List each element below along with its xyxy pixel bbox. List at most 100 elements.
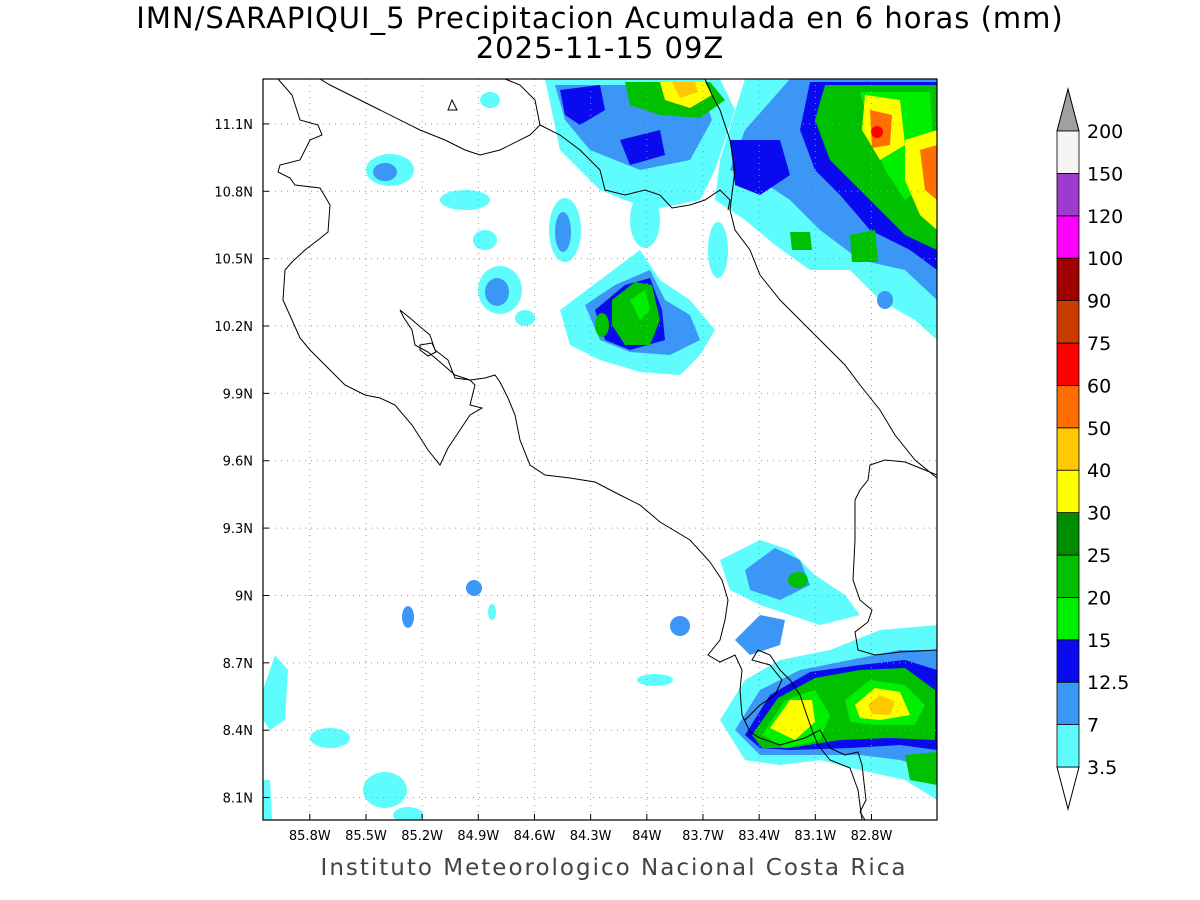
lon-tick-label: 83.4W (738, 829, 780, 844)
footer-credit: Instituto Meteorologico Nacional Costa R… (320, 855, 908, 881)
rain-area (555, 212, 571, 252)
legend-label: 75 (1087, 333, 1111, 355)
lon-tick-label: 85.8W (289, 829, 331, 844)
lat-tick-label: 9.9N (223, 387, 253, 402)
rain-area (393, 807, 423, 820)
legend-label: 200 (1087, 121, 1123, 143)
legend-label: 150 (1087, 163, 1123, 185)
legend-label: 3.5 (1087, 757, 1117, 779)
lat-tick-label: 11.1N (214, 118, 253, 133)
border-panama (744, 649, 863, 820)
rain-area (672, 82, 698, 98)
legend-label: 12.5 (1087, 672, 1129, 694)
legend-swatch (1056, 300, 1080, 344)
legend-swatch (1056, 384, 1080, 429)
legend-swatch (1056, 554, 1080, 598)
rain-area (850, 230, 878, 262)
rain-area (515, 310, 535, 326)
legend-under-arrow (1056, 766, 1080, 811)
legend-swatch (1056, 681, 1080, 726)
rain-area (373, 163, 397, 181)
lon-tick-label: 83.1W (794, 829, 836, 844)
lat-tick-label: 10.5N (214, 253, 253, 268)
legend-label: 60 (1087, 375, 1111, 397)
color-legend: 3.5 7 12.5 15 20 25 30 40 50 60 75 90 100 120 150 200 (1056, 87, 1129, 811)
coastline-pacific-north (277, 79, 867, 820)
latitude-labels: 11.1N 10.8N 10.5N 10.2N 9.9N 9.6N 9.3N 9N 8.7N 8.… (214, 118, 253, 807)
rain-area (612, 282, 660, 345)
map-title: IMN/SARAPIQUI_5 Precipitacion Acumulada … (136, 1, 1064, 35)
rain-area (630, 192, 660, 248)
legend-label: 25 (1087, 545, 1111, 567)
lat-tick-label: 8.4N (223, 724, 253, 739)
lat-tick-label: 8.1N (223, 792, 253, 807)
rain-area (877, 291, 893, 309)
legend-swatch (1056, 172, 1080, 217)
lat-tick-label: 8.7N (223, 657, 253, 672)
rain-area (488, 604, 496, 620)
lon-tick-label: 84.3W (570, 829, 612, 844)
lat-tick-label: 9.3N (223, 522, 253, 537)
rain-area (790, 232, 812, 250)
coastline-caribbean (704, 79, 937, 479)
legend-swatch (1056, 427, 1080, 471)
legend-swatch (1056, 342, 1080, 386)
rain-area (480, 92, 500, 108)
lon-tick-label: 84W (632, 829, 662, 844)
legend-swatch (1056, 469, 1080, 514)
map-date: 2025-11-15 09Z (475, 31, 725, 65)
coastlines (277, 79, 937, 820)
map-grid (263, 79, 937, 820)
lat-tick-label: 9N (235, 589, 253, 604)
lon-tick-label: 83.7W (682, 829, 724, 844)
lon-tick-label: 84.6W (514, 829, 556, 844)
rain-area (868, 695, 895, 715)
rain-area (620, 130, 665, 165)
rain-area (560, 85, 605, 125)
legend-swatch (1056, 724, 1080, 768)
legend-swatch (1056, 512, 1080, 556)
border-nicaragua (539, 124, 731, 211)
lon-tick-label: 85.5W (345, 829, 387, 844)
legend-label: 120 (1087, 206, 1123, 228)
rain-area (263, 780, 272, 820)
legend-swatch (1056, 130, 1080, 174)
legend-label: 100 (1087, 248, 1123, 270)
legend-label: 20 (1087, 587, 1111, 609)
island (419, 342, 437, 357)
longitude-labels: 85.8W 85.5W 85.2W 84.9W 84.6W 84.3W 84W 83.7W 83… (289, 829, 893, 844)
island (447, 98, 458, 111)
rain-area (637, 674, 673, 686)
legend-label: 50 (1087, 418, 1111, 440)
legend-swatch (1056, 597, 1080, 641)
border-north (319, 79, 541, 156)
rain-area (402, 606, 414, 628)
precipitation-field (263, 79, 937, 820)
legend-swatch (1056, 639, 1080, 683)
rain-area (735, 615, 785, 655)
lon-tick-label: 82.8W (851, 829, 893, 844)
legend-label: 7 (1087, 715, 1099, 737)
legend-swatch (1056, 215, 1080, 259)
rain-area (905, 752, 937, 785)
rain-area (473, 230, 497, 250)
lat-tick-label: 9.6N (223, 455, 253, 470)
rain-area (788, 572, 808, 588)
lat-tick-label: 10.2N (214, 320, 253, 335)
rain-area (363, 772, 407, 808)
rain-area (595, 313, 609, 337)
legend-label: 40 (1087, 460, 1111, 482)
rain-area (440, 190, 490, 210)
lon-tick-label: 85.2W (401, 829, 443, 844)
rain-area (485, 278, 509, 306)
rain-area (670, 616, 690, 636)
legend-over-arrow (1056, 87, 1080, 132)
rain-area (920, 145, 937, 200)
rain-area (871, 126, 883, 138)
lon-tick-label: 84.9W (457, 829, 499, 844)
rain-area (708, 222, 728, 278)
rain-area (263, 655, 288, 730)
rain-area (466, 580, 482, 596)
rain-area (630, 290, 650, 320)
